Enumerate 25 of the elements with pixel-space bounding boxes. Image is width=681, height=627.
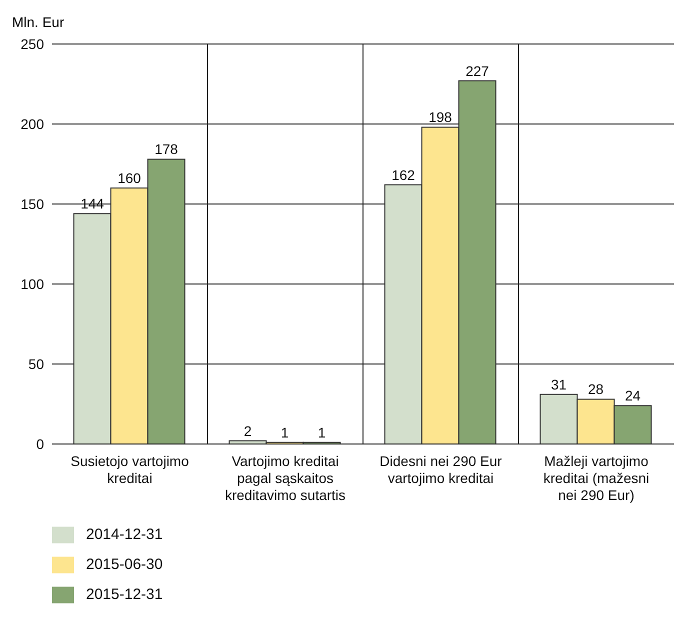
- y-tick-label: 50: [28, 356, 44, 372]
- y-tick-label: 100: [20, 276, 44, 292]
- y-tick-label: 150: [20, 196, 44, 212]
- x-tick-label: Mažleji vartojimo kreditai (mažesni nei 290 Eur): [543, 453, 650, 503]
- data-label: 31: [550, 376, 567, 392]
- data-label: 227: [466, 62, 490, 79]
- x-tick-label: Didesni nei 290 Eur vartojimo kreditai: [380, 453, 502, 486]
- data-label: 2: [244, 422, 252, 439]
- data-label: 24: [624, 388, 641, 404]
- data-label: 1: [280, 424, 289, 440]
- legend-label: 2015-06-30: [86, 556, 163, 573]
- data-label: 1: [318, 424, 326, 440]
- y-axis-title: Mln. Eur: [12, 14, 64, 30]
- y-tick-label: 0: [36, 436, 44, 452]
- x-tick-label: Susietojo vartojimo kreditai: [70, 453, 190, 486]
- x-tick-label: Vartojimo kreditai pagal sąskaitos kreditavimo sutartis: [224, 453, 346, 503]
- data-label: 198: [428, 109, 452, 126]
- data-label: 160: [118, 170, 142, 186]
- data-label: 28: [588, 381, 604, 398]
- y-tick-label: 200: [20, 116, 44, 132]
- legend-label: 2014-12-31: [86, 526, 163, 543]
- y-tick-label: 250: [20, 36, 44, 52]
- legend-label: 2015-12-31: [86, 586, 163, 603]
- data-label: 162: [392, 166, 416, 183]
- data-label: 178: [154, 141, 178, 158]
